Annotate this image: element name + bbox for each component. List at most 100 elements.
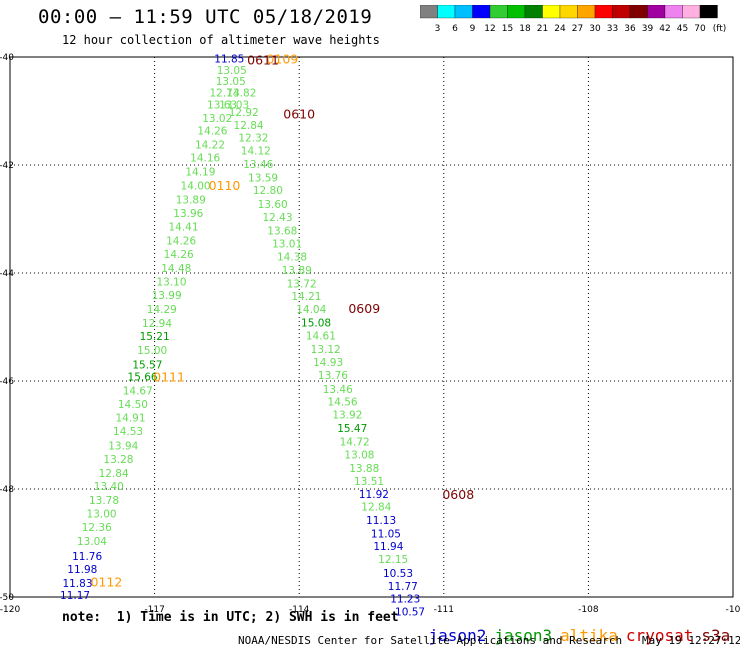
colorbar-swatch bbox=[699, 5, 718, 19]
wave-height-point: 13.28 bbox=[103, 454, 133, 466]
satellite-altika: altika bbox=[560, 626, 618, 645]
wave-height-point: 14.93 bbox=[313, 357, 343, 369]
wave-height-point: 12.84 bbox=[99, 468, 129, 480]
wave-height-point: 14.50 bbox=[118, 399, 148, 411]
wave-height-point: 13.51 bbox=[354, 476, 384, 488]
wave-height-point: 14.22 bbox=[195, 139, 225, 151]
colorbar-label: 42 bbox=[659, 24, 670, 34]
wave-height-point: 14.12 bbox=[241, 145, 271, 157]
wave-height-point: 13.82 bbox=[226, 88, 256, 100]
wave-height-point: 11.77 bbox=[388, 581, 418, 593]
wave-height-point: 15.66 bbox=[128, 372, 158, 384]
wave-height-point: 12.84 bbox=[361, 501, 391, 513]
wave-height-point: 13.60 bbox=[258, 199, 288, 211]
wave-height-point: 14.72 bbox=[340, 436, 370, 448]
wave-height-point: 13.03 bbox=[219, 100, 249, 112]
colorbar-label: 18 bbox=[519, 24, 531, 34]
wave-height-point: 11.92 bbox=[359, 489, 389, 501]
wave-height-point: 13.96 bbox=[173, 208, 203, 220]
wave-height-point: 15.57 bbox=[132, 359, 162, 371]
wave-height-point: 13.68 bbox=[267, 225, 297, 237]
colorbar-label: 15 bbox=[502, 24, 513, 34]
colorbar-label: 45 bbox=[677, 24, 688, 34]
pass-time-label: 0608 bbox=[442, 487, 474, 502]
wave-height-point: 13.10 bbox=[156, 277, 186, 289]
y-tick-label: -40 bbox=[0, 53, 14, 63]
wave-height-point: 12.32 bbox=[238, 132, 268, 144]
wave-height-point: 12.43 bbox=[262, 212, 292, 224]
satellite-cryosat: cryosat bbox=[625, 626, 694, 645]
pass-time-label: 0610 bbox=[283, 107, 315, 122]
color-scale-legend: 3 6 9 12 15 18 21 24 27 30 33 36 39 42 45 70 (ft) bbox=[420, 5, 727, 34]
chart-title: 00:00 – 11:59 UTC 05/18/2019 bbox=[38, 6, 373, 28]
wave-height-point: 14.91 bbox=[115, 413, 145, 425]
wave-height-point: 14.38 bbox=[277, 251, 307, 263]
y-tick-label: -50 bbox=[0, 593, 14, 603]
wave-height-point: 14.26 bbox=[197, 125, 227, 137]
colorbar-label: 39 bbox=[642, 24, 654, 34]
wave-height-point: 13.05 bbox=[216, 76, 246, 88]
wave-height-point: 14.29 bbox=[147, 304, 177, 316]
wave-height-point: 13.00 bbox=[87, 508, 117, 520]
wave-height-point: 14.19 bbox=[185, 166, 215, 178]
wave-height-point: 14.21 bbox=[291, 291, 321, 303]
wave-height-point: 11.13 bbox=[366, 515, 396, 527]
colorbar-unit: (ft) bbox=[713, 24, 727, 34]
wave-height-point: 11.76 bbox=[72, 551, 102, 563]
wave-height-point: 12.84 bbox=[234, 120, 264, 132]
colorbar-label: 6 bbox=[452, 24, 458, 34]
wave-height-point: 13.78 bbox=[89, 495, 119, 507]
plot-frame bbox=[9, 56, 734, 598]
wave-height-point: 14.61 bbox=[306, 331, 336, 343]
colorbar-label: 21 bbox=[537, 24, 548, 34]
x-tick-label: -10 bbox=[726, 605, 740, 615]
x-tick-label: -111 bbox=[434, 605, 454, 615]
wave-height-point: 11.17 bbox=[60, 590, 90, 602]
wave-height-point: 14.41 bbox=[168, 222, 198, 234]
wave-height-point: 14.53 bbox=[113, 426, 143, 438]
credit-line: NOAA/NESDIS Center for Satellite Applica… bbox=[238, 634, 740, 647]
satellite-legend: jason2 jason3 altika cryosat s3a bbox=[390, 607, 738, 650]
wave-height-point: 11.94 bbox=[373, 541, 403, 553]
wave-height-point: 14.26 bbox=[164, 249, 194, 261]
chart-subtitle: 12 hour collection of altimeter wave hei… bbox=[62, 33, 380, 47]
wave-height-point: 13.04 bbox=[77, 536, 107, 548]
wave-height-point: 13.05 bbox=[217, 65, 247, 77]
wave-height-point: 15.47 bbox=[337, 423, 367, 435]
wave-height-point: 13.08 bbox=[344, 449, 374, 461]
wave-height-point: 13.46 bbox=[323, 384, 353, 396]
pass-time-label: 0109 bbox=[266, 52, 298, 67]
wave-height-point: 14.00 bbox=[181, 181, 211, 193]
wave-height-point: 15.21 bbox=[140, 331, 170, 343]
satellite-jason3: jason3 bbox=[494, 626, 553, 645]
wave-height-point: 13.99 bbox=[152, 290, 182, 302]
pass-time-label: 0112 bbox=[90, 574, 122, 589]
wave-height-point: 14.16 bbox=[190, 152, 220, 164]
pass-time-label: 0611 bbox=[247, 53, 279, 68]
wave-height-point: 11.23 bbox=[390, 594, 420, 606]
footnote: note: 1) Time is in UTC; 2) SWH is in fe… bbox=[62, 610, 399, 625]
wave-height-point: 13.94 bbox=[108, 440, 138, 452]
wave-height-point: 12.36 bbox=[82, 522, 112, 534]
wave-height-point: 11.85 bbox=[214, 54, 244, 66]
wave-height-point: 13.88 bbox=[349, 463, 379, 475]
wave-height-point: 13.89 bbox=[176, 195, 206, 207]
pass-time-label: 0110 bbox=[209, 178, 241, 193]
x-tick-label: -120 bbox=[0, 605, 20, 615]
wave-height-point: 11.05 bbox=[371, 528, 401, 540]
wave-height-point: 14.26 bbox=[166, 236, 196, 248]
wave-height-point: 12.80 bbox=[253, 185, 283, 197]
wave-height-point: 13.59 bbox=[248, 172, 278, 184]
wave-height-point: 14.04 bbox=[296, 304, 326, 316]
wave-height-point: 13.01 bbox=[272, 238, 302, 250]
wave-height-point: 13.92 bbox=[332, 409, 362, 421]
satellite-s3a: s3a bbox=[701, 626, 731, 645]
satellite-jason2: jason2 bbox=[428, 626, 487, 645]
wave-height-point: 13.72 bbox=[287, 278, 317, 290]
wave-height-point: 11.98 bbox=[67, 564, 97, 576]
wave-height-point: 13.40 bbox=[94, 481, 124, 493]
y-tick-label: -46 bbox=[0, 377, 14, 387]
pass-time-label: 0111 bbox=[153, 370, 185, 385]
